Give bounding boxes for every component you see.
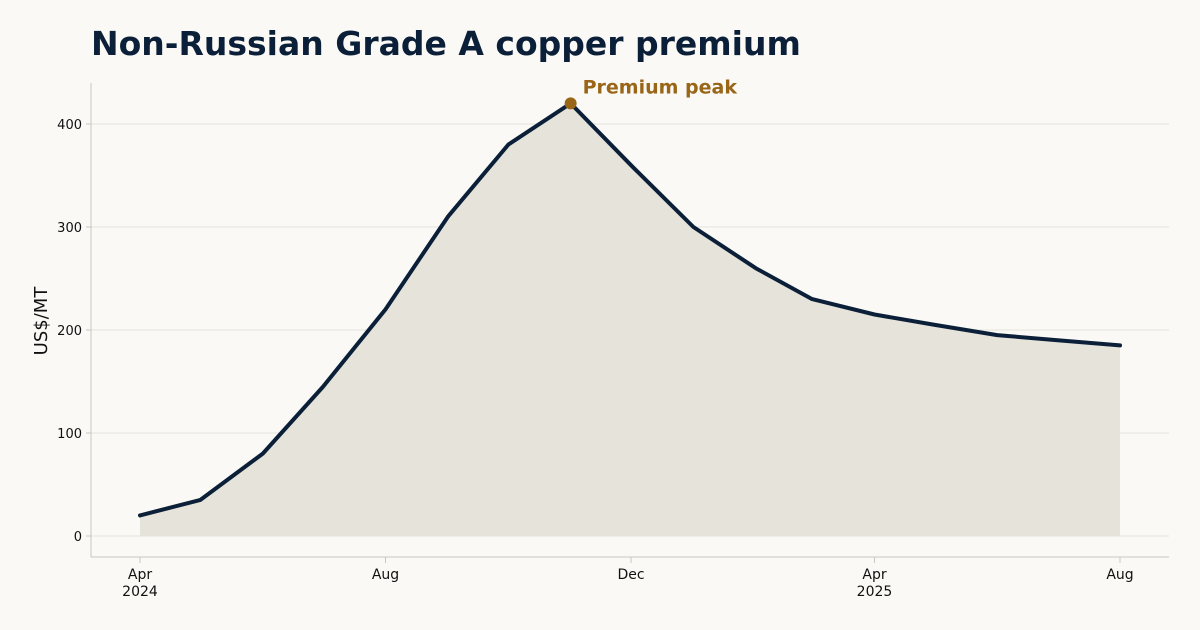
- x-tick-year-label: 2024: [122, 584, 158, 600]
- x-tick-label: Apr: [128, 567, 152, 583]
- data-point: [872, 313, 876, 317]
- data-point: [506, 143, 510, 147]
- peak-marker: [564, 97, 577, 110]
- x-tick-label: Dec: [617, 567, 644, 583]
- chart-title: Non-Russian Grade A copper premium: [91, 24, 801, 63]
- data-point: [261, 452, 265, 456]
- series-line: [138, 101, 1122, 518]
- x-tick-label: Apr: [862, 567, 886, 583]
- x-tick-label: Aug: [372, 567, 399, 583]
- data-point: [198, 498, 202, 502]
- y-axis-label: US$/MT: [31, 286, 52, 356]
- y-tick-label: 100: [57, 427, 82, 442]
- area-fill: [140, 103, 1120, 537]
- annotation-label: Premium peak: [583, 76, 738, 98]
- data-point: [995, 333, 999, 337]
- y-tick-label: 400: [57, 118, 82, 133]
- data-point: [691, 225, 695, 229]
- data-point: [138, 513, 142, 517]
- data-point: [1118, 343, 1122, 347]
- data-point: [754, 266, 758, 270]
- data-point: [933, 323, 937, 327]
- y-tick-label: 0: [74, 530, 82, 545]
- axes: [90, 83, 1169, 558]
- data-point: [810, 297, 814, 301]
- data-point: [446, 215, 450, 219]
- y-tick-label: 300: [57, 221, 82, 236]
- y-ticks: 0 100 200 300 400: [57, 118, 91, 545]
- data-point: [1056, 338, 1060, 342]
- data-point: [629, 163, 633, 167]
- data-point: [321, 385, 325, 389]
- x-tick-year-label: 2025: [857, 584, 893, 600]
- x-tick-label: Aug: [1106, 567, 1133, 583]
- data-point: [384, 307, 388, 311]
- y-tick-label: 200: [57, 324, 82, 339]
